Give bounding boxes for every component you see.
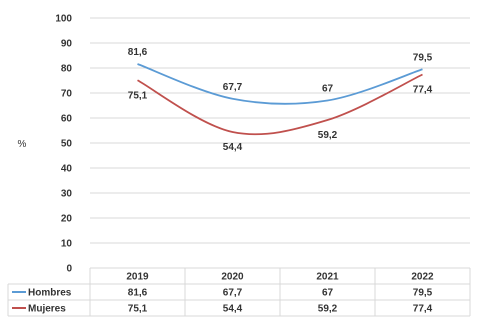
data-label-mujeres-2019: 75,1 bbox=[128, 90, 148, 101]
series-lines bbox=[137, 63, 423, 136]
y-tick-label-60: 60 bbox=[61, 114, 73, 125]
y-tick-label-20: 20 bbox=[61, 214, 73, 225]
gridlines bbox=[90, 17, 470, 269]
data-label-hombres-2022: 79,5 bbox=[413, 52, 433, 63]
y-tick-label-0: 0 bbox=[66, 264, 72, 275]
x-tick-label-2019: 2019 bbox=[126, 272, 149, 283]
x-tick-label-2020: 2020 bbox=[221, 272, 244, 283]
y-axis-label: % bbox=[18, 139, 27, 150]
y-tick-label-40: 40 bbox=[61, 164, 73, 175]
y-axis-ticks: 0 10 20 30 40 50 60 70 80 90 100 bbox=[55, 14, 72, 275]
table-cell-mujeres-2020: 54,4 bbox=[223, 304, 243, 315]
y-tick-label-100: 100 bbox=[55, 14, 72, 25]
table-cell-mujeres-2019: 75,1 bbox=[128, 304, 148, 315]
data-label-mujeres-2021: 59,2 bbox=[318, 130, 338, 141]
y-tick-label-90: 90 bbox=[61, 39, 73, 50]
x-tick-label-2021: 2021 bbox=[316, 272, 339, 283]
table-cell-mujeres-2021: 59,2 bbox=[318, 304, 338, 315]
legend-label-mujeres: Mujeres bbox=[28, 304, 66, 315]
data-label-hombres-2020: 67,7 bbox=[223, 82, 243, 93]
table-cell-hombres-2019: 81,6 bbox=[128, 288, 148, 299]
table-cell-mujeres-2022: 77,4 bbox=[413, 304, 433, 315]
x-tick-label-2022: 2022 bbox=[411, 272, 434, 283]
data-label-mujeres-2020: 54,4 bbox=[223, 142, 243, 153]
y-tick-label-80: 80 bbox=[61, 64, 73, 75]
data-label-hombres-2021: 67 bbox=[322, 84, 334, 95]
y-tick-label-70: 70 bbox=[61, 89, 73, 100]
y-tick-label-10: 10 bbox=[61, 239, 73, 250]
data-table: 2019 2020 2021 2022 Hombres 81,6 67,7 67 79,5 Muj… bbox=[7, 267, 471, 317]
table-cell-hombres-2021: 67 bbox=[322, 288, 334, 299]
data-label-hombres-2019: 81,6 bbox=[128, 47, 148, 58]
series-line-hombres bbox=[137, 63, 423, 105]
data-label-mujeres-2022: 77,4 bbox=[413, 85, 433, 96]
series-line-mujeres bbox=[137, 73, 423, 136]
y-tick-label-30: 30 bbox=[61, 189, 73, 200]
data-labels: 81,6 67,7 67 79,5 75,1 54,4 59,2 77,4 bbox=[128, 47, 433, 153]
legend-label-hombres: Hombres bbox=[28, 288, 72, 299]
table-cell-hombres-2022: 79,5 bbox=[413, 288, 433, 299]
y-tick-label-50: 50 bbox=[61, 139, 73, 150]
table-cell-hombres-2020: 67,7 bbox=[223, 288, 243, 299]
